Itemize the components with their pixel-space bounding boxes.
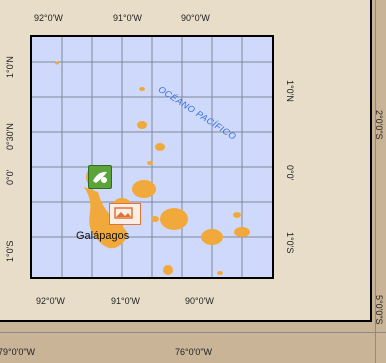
bottom-tick: 91°0'W [111, 296, 140, 306]
map-canvas [32, 37, 272, 277]
bg-right-tick: 2°0'0"S [374, 110, 384, 140]
bg-grid-line [0, 332, 386, 333]
left-tick: 0°0' [5, 169, 15, 185]
top-tick: 90°0'W [181, 13, 210, 23]
photo-icon[interactable] [109, 203, 141, 225]
right-tick: 1°0'N [285, 80, 295, 102]
place-label: Galápagos [76, 230, 130, 242]
bg-right-tick: 5°0'0"S [374, 295, 384, 325]
bottom-tick: 92°0'W [36, 296, 65, 306]
bg-grid-line [375, 0, 376, 363]
top-tick: 92°0'W [34, 13, 63, 23]
green-site-icon[interactable] [88, 165, 112, 189]
top-tick: 91°0'W [113, 13, 142, 23]
bottom-tick: 90°0'W [185, 296, 214, 306]
left-tick: 1°0'N [5, 56, 15, 78]
graticule [32, 37, 272, 277]
bg-bottom-tick: 76°0'0"W [175, 347, 213, 357]
right-tick: 1°0'S [285, 232, 295, 254]
left-tick: 0°30'N [5, 123, 15, 150]
right-tick: 0°0' [285, 165, 295, 181]
left-tick: 1°0'S [5, 240, 15, 262]
bg-bottom-tick: 79°0'0"W [0, 347, 36, 357]
galapagos-map [30, 35, 274, 279]
